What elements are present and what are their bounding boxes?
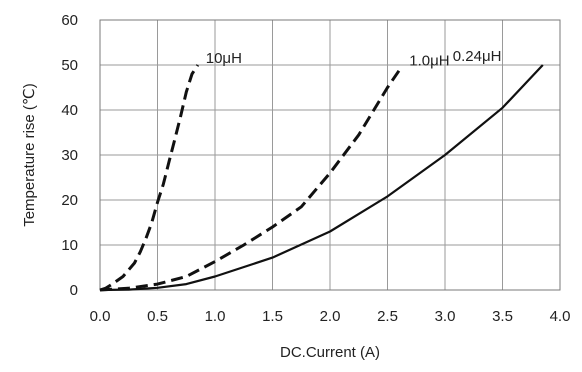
y-tick-label: 20: [61, 192, 78, 209]
y-axis: 0 10 20 30 40 50 60: [61, 12, 78, 299]
x-tick-label: 2.5: [377, 308, 398, 325]
y-axis-label: Temperature rise (℃): [21, 83, 38, 227]
series-layer: [99, 64, 544, 292]
x-tick-label: 1.0: [205, 308, 226, 325]
series-label: 1.0μH: [409, 52, 449, 69]
x-tick-label: 2.0: [320, 308, 341, 325]
y-tick-label: 50: [61, 57, 78, 74]
y-tick-label: 30: [61, 147, 78, 164]
series-line: [99, 66, 403, 292]
x-tick-label: 3.0: [435, 308, 456, 325]
series-label: 10μH: [206, 50, 242, 67]
legend-labels: 10μH 1.0μH 0.24μH: [206, 48, 502, 69]
x-axis-label: DC.Current (A): [280, 344, 380, 361]
y-tick-label: 0: [70, 282, 78, 299]
plot-frame: [99, 19, 561, 291]
y-tick-label: 10: [61, 237, 78, 254]
x-tick-label: 4.0: [550, 308, 571, 325]
x-axis: 0.0 0.5 1.0 1.5 2.0 2.5 3.0 3.5 4.0: [90, 308, 571, 325]
y-tick-label: 40: [61, 102, 78, 119]
x-tick-label: 0.5: [147, 308, 168, 325]
x-tick-label: 0.0: [90, 308, 111, 325]
y-tick-label: 60: [61, 12, 78, 29]
series-line: [99, 64, 544, 292]
series-label: 0.24μH: [453, 48, 502, 65]
x-tick-label: 1.5: [262, 308, 283, 325]
x-tick-label: 3.5: [492, 308, 513, 325]
series-line: [99, 64, 200, 292]
